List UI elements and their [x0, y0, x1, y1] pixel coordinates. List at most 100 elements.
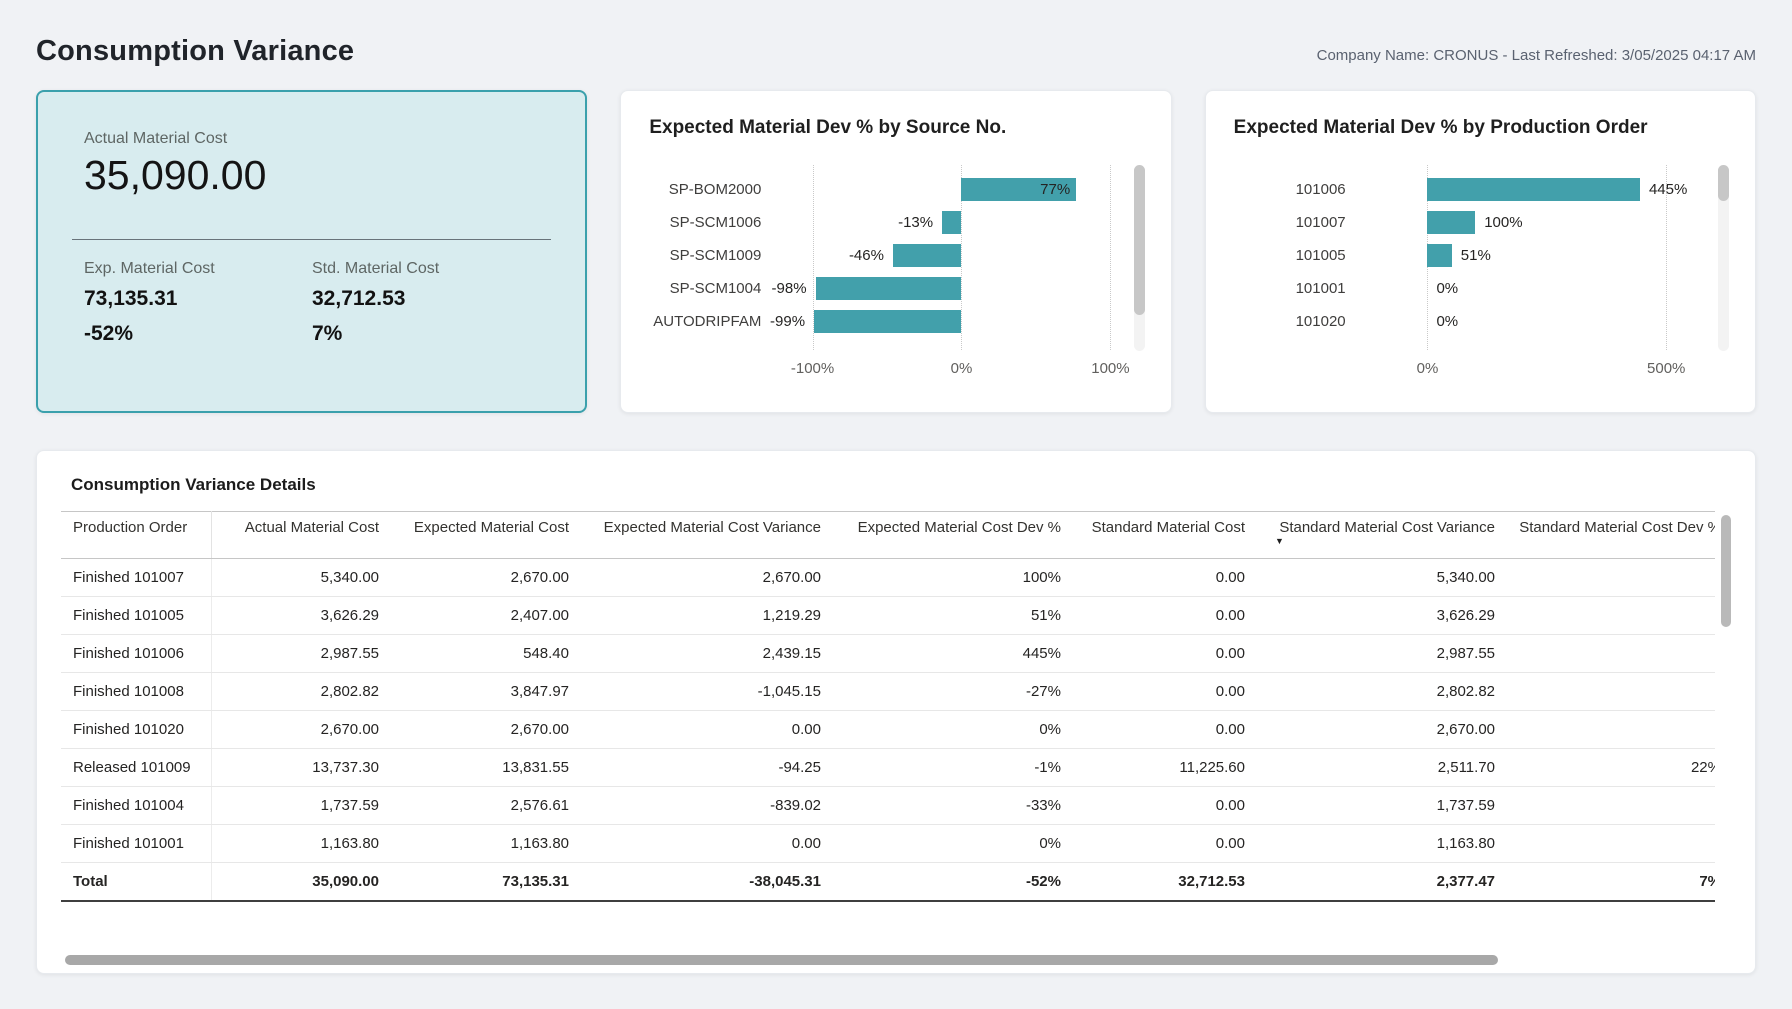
plot-area: 77% -13% -46% -98% -99%: [770, 165, 1125, 350]
column-header[interactable]: Standard Material Cost Variance ▼: [1257, 511, 1507, 559]
category-label: SP-BOM2000: [668, 181, 762, 198]
table-row[interactable]: Finished 101008 2,802.82 3,847.97 -1,045.15…: [61, 672, 1715, 711]
category-axis: SP-BOM2000 SP-SCM1006 SP-SCM1009 SP-SCM1004…: [647, 173, 775, 384]
table-cell: 51%: [833, 596, 1073, 635]
category-label: 101005: [1295, 247, 1346, 264]
table-cell: 73,135.31: [391, 862, 581, 902]
gridline: [961, 165, 963, 350]
table-cell: 0.00: [1073, 596, 1257, 635]
chart-title: Expected Material Dev % by Source No.: [649, 117, 1007, 138]
column-header[interactable]: Production Order: [61, 511, 212, 559]
table-cell: 548.40: [391, 634, 581, 673]
bar-data-label: -98%: [771, 280, 807, 297]
bar[interactable]: [1427, 244, 1452, 267]
kpi-sub-percent: -52%: [84, 322, 134, 345]
header-bar: Consumption Variance Company Name: CRONU…: [36, 16, 1756, 68]
table-cell: 0.00: [1073, 558, 1257, 597]
table-title: Consumption Variance Details: [71, 475, 316, 494]
table-cell: Total: [61, 862, 212, 902]
table-row[interactable]: Finished 101004 1,737.59 2,576.61 -839.02 -3…: [61, 786, 1715, 825]
category-label: 101006: [1295, 181, 1346, 198]
table-cell: -1%: [833, 748, 1073, 787]
table-cell: 0.00: [1073, 710, 1257, 749]
table-horizontal-scrollbar[interactable]: [63, 955, 1729, 965]
refresh-meta: Company Name: CRONUS - Last Refreshed: 3…: [1316, 47, 1756, 64]
bar-data-label: 77%: [1040, 181, 1071, 198]
bar[interactable]: [1427, 178, 1640, 201]
table-row[interactable]: Finished 101005 3,626.29 2,407.00 1,219.29 5…: [61, 596, 1715, 635]
details-table-card: Consumption Variance Details Production …: [36, 450, 1756, 974]
table-cell: 2,802.82: [211, 672, 391, 711]
table-cell: 0.00: [581, 824, 833, 863]
table-cell: 2,670.00: [1257, 710, 1507, 749]
table-row[interactable]: Finished 101020 2,670.00 2,670.00 0.00 0% 0.0…: [61, 710, 1715, 749]
table-cell: [1507, 786, 1715, 825]
table-cell: [1507, 634, 1715, 673]
table-header-row: Production Order Actual Material Cost Expe…: [61, 511, 1715, 559]
bar[interactable]: [961, 178, 1077, 201]
table-row[interactable]: Finished 101007 5,340.00 2,670.00 2,670.00 1…: [61, 558, 1715, 597]
column-header[interactable]: Standard Material Cost: [1073, 511, 1257, 559]
column-header[interactable]: Standard Material Cost Dev %: [1507, 511, 1715, 559]
table-cell: 3,626.29: [1257, 596, 1507, 635]
table-cell: Finished 101006: [61, 634, 212, 673]
axis-tick-label: 100%: [1091, 360, 1130, 377]
table-cell: -33%: [833, 786, 1073, 825]
axis-tick-label: 500%: [1647, 360, 1686, 377]
table-cell: 1,219.29: [581, 596, 833, 635]
table-cell: 3,626.29: [211, 596, 391, 635]
kpi-card-actual-material-cost[interactable]: Actual Material Cost 35,090.00 Exp. Mate…: [36, 90, 588, 413]
table-scroll-area[interactable]: Production Order Actual Material Cost Expe…: [61, 511, 1715, 947]
table-total-row: Total 35,090.00 73,135.31 -38,045.31 -52% 32,…: [61, 862, 1715, 902]
kpi-sub-standard: Std. Material Cost 32,712.53 7%: [312, 260, 539, 346]
table-cell: Finished 101007: [61, 558, 212, 597]
table-cell: 0.00: [1073, 634, 1257, 673]
bar[interactable]: [814, 310, 962, 333]
page-title: Consumption Variance: [36, 35, 355, 67]
bar[interactable]: [892, 244, 962, 267]
table-cell: 2,439.15: [581, 634, 833, 673]
category-label: 101001: [1295, 280, 1346, 297]
bar[interactable]: [1427, 211, 1476, 234]
table-cell: 13,737.30: [211, 748, 391, 787]
table-cell: 35,090.00: [211, 862, 391, 902]
scrollbar-thumb[interactable]: [1717, 165, 1729, 201]
scrollbar-thumb[interactable]: [1133, 165, 1145, 315]
table-row[interactable]: Released 101009 13,737.30 13,831.55 -94.25-…: [61, 748, 1715, 787]
table-row[interactable]: Finished 101006 2,987.55 548.40 2,439.15 445…: [61, 634, 1715, 673]
table-cell: -27%: [833, 672, 1073, 711]
bar-data-label: -13%: [898, 214, 934, 231]
table-cell: Finished 101020: [61, 710, 212, 749]
column-header[interactable]: Actual Material Cost: [211, 511, 391, 559]
table-row[interactable]: Finished 101001 1,163.80 1,163.80 0.00 0% 0.0…: [61, 824, 1715, 863]
kpi-divider: [72, 239, 552, 240]
bar-data-label: -46%: [848, 247, 884, 264]
x-axis: -100% 0% 100%: [775, 360, 1130, 384]
table-cell: [1507, 672, 1715, 711]
chart-scrollbar[interactable]: [1133, 165, 1145, 351]
dashboard-page: Consumption Variance Company Name: CRONU…: [36, 16, 1756, 974]
kpi-sub-expected: Exp. Material Cost 73,135.31 -52%: [84, 260, 312, 346]
column-header[interactable]: Expected Material Cost Variance: [581, 511, 833, 559]
gridline: [1110, 165, 1112, 350]
table-cell: Released 101009: [61, 748, 212, 787]
bar[interactable]: [942, 211, 962, 234]
kpi-sub-label: Std. Material Cost: [312, 260, 440, 277]
table-cell: 2,987.55: [1257, 634, 1507, 673]
column-header[interactable]: Expected Material Cost Dev %: [833, 511, 1073, 559]
bar[interactable]: [815, 277, 962, 300]
table-cell: 2,670.00: [211, 710, 391, 749]
kpi-sub-value: 32,712.53: [312, 287, 406, 310]
table-cell: 100%: [833, 558, 1073, 597]
category-axis: 101006 101007 101005 101001 101020: [1232, 173, 1360, 384]
scrollbar-thumb[interactable]: [65, 955, 1498, 965]
table-cell: 2,407.00: [391, 596, 581, 635]
column-header[interactable]: Expected Material Cost: [391, 511, 581, 559]
chart-scrollbar[interactable]: [1717, 165, 1729, 351]
table-cell: 2,987.55: [211, 634, 391, 673]
kpi-value: 35,090.00: [84, 152, 267, 198]
table-vertical-scrollbar[interactable]: [1721, 511, 1731, 947]
table-cell: 0.00: [581, 710, 833, 749]
table-cell: 3,847.97: [391, 672, 581, 711]
scrollbar-thumb[interactable]: [1721, 515, 1731, 627]
